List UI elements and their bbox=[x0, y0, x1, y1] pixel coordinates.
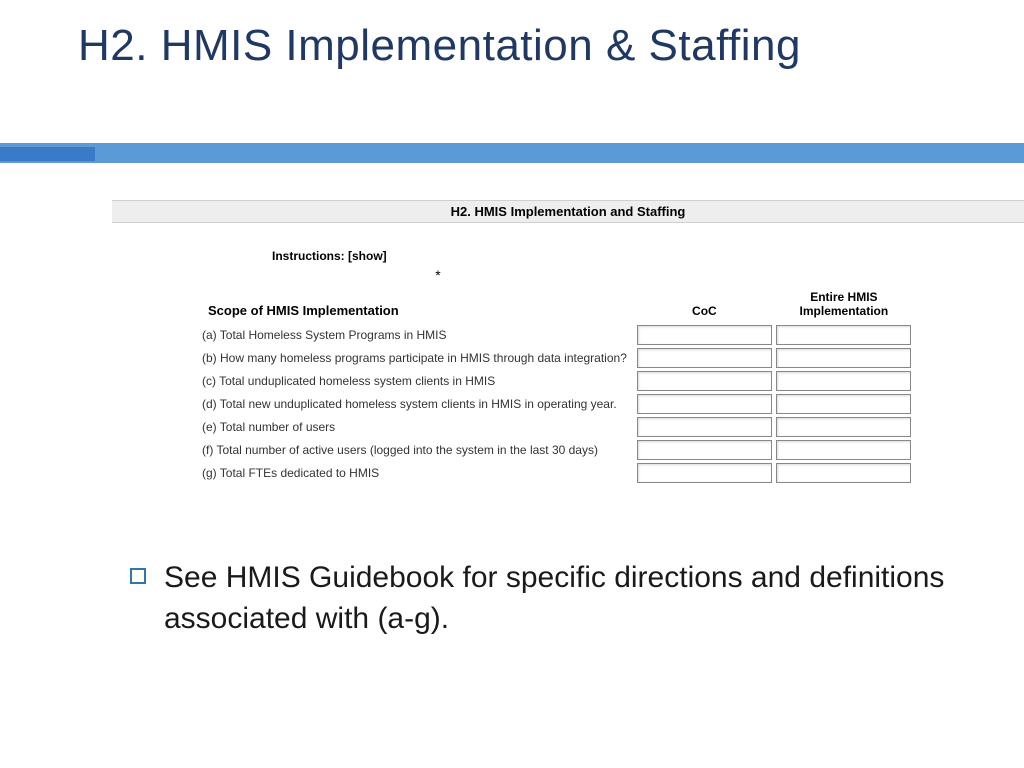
row-label: (a) Total Homeless System Programs in HM… bbox=[202, 325, 635, 345]
input-coc-e[interactable] bbox=[637, 417, 772, 437]
input-entire-g[interactable] bbox=[776, 463, 911, 483]
table-row: (c) Total unduplicated homeless system c… bbox=[202, 371, 914, 391]
input-coc-b[interactable] bbox=[637, 348, 772, 368]
accent-bar-dark bbox=[0, 147, 95, 161]
col-scope-header: Scope of HMIS Implementation bbox=[202, 286, 635, 322]
required-asterisk: * bbox=[112, 267, 1024, 283]
instructions-label: Instructions: bbox=[272, 249, 345, 263]
bullet-block: See HMIS Guidebook for specific directio… bbox=[130, 558, 964, 639]
row-label: (e) Total number of users bbox=[202, 417, 635, 437]
input-coc-a[interactable] bbox=[637, 325, 772, 345]
row-label: (f) Total number of active users (logged… bbox=[202, 440, 635, 460]
scope-table: Scope of HMIS Implementation CoC Entire … bbox=[202, 283, 914, 486]
table-row: (a) Total Homeless System Programs in HM… bbox=[202, 325, 914, 345]
accent-bar bbox=[0, 143, 1024, 163]
instructions-row: Instructions: [show] bbox=[112, 223, 1024, 267]
table-row: (b) How many homeless programs participa… bbox=[202, 348, 914, 368]
page-title: H2. HMIS Implementation & Staffing bbox=[0, 0, 1024, 73]
table-row: (g) Total FTEs dedicated to HMIS bbox=[202, 463, 914, 483]
row-label: (g) Total FTEs dedicated to HMIS bbox=[202, 463, 635, 483]
input-entire-b[interactable] bbox=[776, 348, 911, 368]
bullet-square-icon bbox=[130, 568, 146, 584]
input-coc-d[interactable] bbox=[637, 394, 772, 414]
table-row: (f) Total number of active users (logged… bbox=[202, 440, 914, 460]
input-coc-f[interactable] bbox=[637, 440, 772, 460]
input-entire-f[interactable] bbox=[776, 440, 911, 460]
input-coc-g[interactable] bbox=[637, 463, 772, 483]
row-label: (b) How many homeless programs participa… bbox=[202, 348, 635, 368]
bullet-text: See HMIS Guidebook for specific directio… bbox=[164, 558, 964, 639]
col-entire-header: Entire HMIS Implementation bbox=[774, 286, 914, 322]
input-entire-d[interactable] bbox=[776, 394, 911, 414]
col-coc-header: CoC bbox=[635, 286, 774, 322]
row-label: (d) Total new unduplicated homeless syst… bbox=[202, 394, 635, 414]
row-label: (c) Total unduplicated homeless system c… bbox=[202, 371, 635, 391]
input-entire-a[interactable] bbox=[776, 325, 911, 345]
instructions-toggle[interactable]: [show] bbox=[348, 249, 387, 263]
form-header: H2. HMIS Implementation and Staffing bbox=[112, 200, 1024, 223]
input-coc-c[interactable] bbox=[637, 371, 772, 391]
form-container: H2. HMIS Implementation and Staffing Ins… bbox=[112, 200, 1024, 486]
input-entire-c[interactable] bbox=[776, 371, 911, 391]
table-row: (d) Total new unduplicated homeless syst… bbox=[202, 394, 914, 414]
table-row: (e) Total number of users bbox=[202, 417, 914, 437]
input-entire-e[interactable] bbox=[776, 417, 911, 437]
